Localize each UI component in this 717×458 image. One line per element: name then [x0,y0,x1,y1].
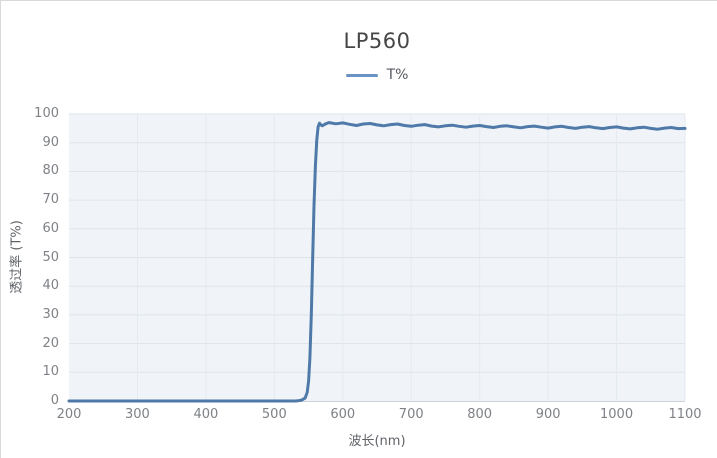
y-tick-label: 0 [50,393,59,408]
legend-label: T% [386,67,409,83]
y-tick-label: 100 [34,106,59,121]
series-line-T% [67,121,687,403]
x-tick-label: 800 [467,407,493,422]
x-tick-label: 700 [398,407,424,422]
x-axis-title: 波长(nm) [348,434,406,449]
x-tick-label: 400 [193,407,219,422]
y-tick-label: 20 [42,335,59,351]
y-axis-title: 透过率 (T%) [9,220,25,294]
legend-item-t-percent[interactable]: T% [69,67,685,83]
y-tick-label: 30 [42,306,59,322]
x-tick-label: 200 [56,407,82,422]
x-tick-label: 600 [330,407,356,422]
y-tick-label: 80 [42,163,59,179]
legend-line-icon [345,73,378,77]
y-tick-label: 50 [42,249,59,265]
x-tick-label: 900 [535,407,561,422]
x-tick-label: 500 [261,407,287,422]
y-tick-label: 40 [42,278,59,294]
y-tick-label: 90 [42,134,59,150]
y-tick-label: 70 [42,192,59,208]
y-tick-label: 60 [42,220,59,236]
x-tick-label: 1000 [600,407,634,422]
y-tick-label: 10 [42,364,59,380]
chart-title: LP560 [343,29,411,53]
x-tick-label: 1100 [668,407,702,422]
x-tick-label: 300 [125,407,150,422]
